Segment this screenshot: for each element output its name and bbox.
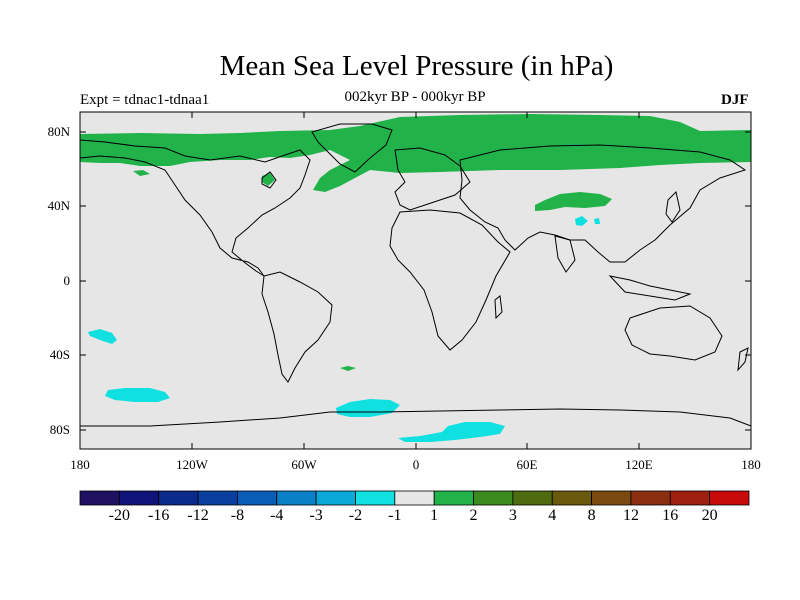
colorbar-swatch [473,490,514,506]
southeast-asia-islands-outline [608,275,692,301]
colorbar-swatch [394,490,435,506]
colorbar-swatch [551,490,592,506]
colorbar-swatch [197,490,238,506]
continent-outlines [79,123,752,427]
x-tick-label: 180 [70,457,90,472]
south-pacific-high-latitude-anomaly [105,388,170,402]
colorbar-swatch [630,490,671,506]
colorbar-swatch [79,490,120,506]
y-tick-label: 40S [49,347,70,362]
colorbar-swatch [237,490,278,506]
south-america-outline [261,271,333,383]
period-label: 002kyr BP - 000kyr BP [344,89,486,105]
colorbar-label: 16 [662,507,679,524]
x-tick-label: 60E [516,457,538,472]
x-tick-label: 0 [412,457,420,472]
asia-outline [459,144,747,263]
colorbar-swatch [433,490,474,506]
antarctica-outline [80,408,752,427]
north-america-outline [79,139,311,277]
season-label: DJF [721,92,749,108]
x-tick-label: 60W [291,457,317,472]
y-tick-label: 80S [49,422,70,437]
europe-outline [394,147,471,211]
colorbar-label: 12 [622,507,639,524]
colorbar-label: -20 [108,507,130,524]
tibet-anomaly-region-1 [575,216,588,226]
y-tick-label: 80N [47,124,70,139]
colorbar [79,490,750,506]
tibet-anomaly-region-2 [594,218,600,224]
colorbar-swatch [591,490,632,506]
colorbar-label: -8 [230,507,245,524]
experiment-label: Expt = tdnac1-tdnaa1 [80,92,210,108]
colorbar-swatch [355,490,396,506]
colorbar-label: 4 [548,507,557,524]
antarctic-coast-anomaly [398,422,505,442]
colorbar-swatch [315,490,356,506]
colorbar-label: -1 [388,507,402,524]
north-america-anomaly-region [262,173,275,186]
hudson-bay-outline [261,171,277,189]
greenland-outline [311,123,393,173]
india-outline [554,235,576,273]
colorbar-label: -16 [148,507,170,524]
colorbar-label: 8 [587,507,596,524]
colorbar-label: 2 [469,507,478,524]
new-zealand-outline [737,347,749,372]
south-atlantic-anomaly-region [340,366,356,371]
south-pacific-subtropical-anomaly [88,329,117,344]
colorbar-swatch [669,490,711,506]
positive-anomaly-regions [80,114,751,371]
colorbar-label: -4 [270,507,284,524]
colorbar-label: -3 [309,507,323,524]
colorbar-label: 20 [701,507,718,524]
colorbar-swatch [158,490,199,506]
madagascar-outline [494,295,503,320]
australia-outline [624,305,723,361]
map-frame [79,111,752,450]
africa-outline [389,209,511,351]
north-pacific-anomaly-region [133,170,150,176]
colorbar-label: -2 [348,507,363,524]
y-tick-label: 0 [63,273,71,288]
colorbar-swatch [276,490,317,506]
arctic-anomaly-region [80,114,751,192]
chart-title: Mean Sea Level Pressure (in hPa) [219,50,614,82]
y-tick-label: 40N [47,198,70,213]
colorbar-swatch [512,490,553,506]
colorbar-label: 1 [430,507,439,524]
x-tick-label: 120E [625,457,653,472]
x-tick-label: 180 [741,457,761,472]
colorbar-label: -12 [187,507,209,524]
x-tick-label: 120W [176,457,208,472]
japan-outline [665,191,681,223]
axis-ticks [80,112,751,449]
colorbar-label: 3 [508,507,517,524]
central-asia-anomaly-region [535,192,612,211]
colorbar-swatch [118,490,160,506]
colorbar-swatch [709,490,750,506]
